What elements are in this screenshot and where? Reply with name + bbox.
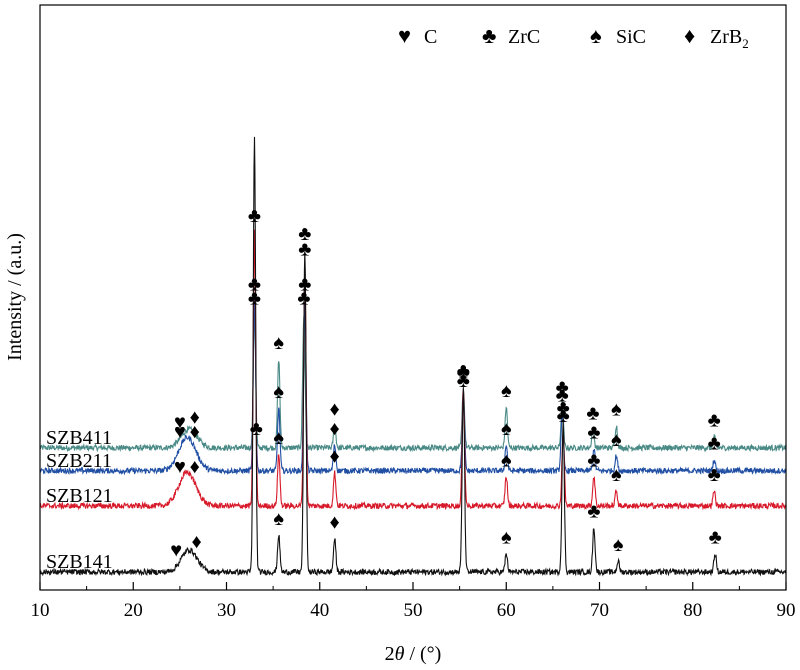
phase-marker-ZrC: ♣ — [298, 274, 311, 296]
phase-marker-ZrC: ♣ — [586, 402, 599, 424]
phase-marker-ZrC: ♣ — [587, 501, 600, 523]
phase-marker-C: ♥ — [174, 421, 186, 443]
x-tick-label: 40 — [310, 600, 329, 621]
legend-item: ♦ ZrB2 — [684, 23, 749, 51]
x-tick-label: 10 — [31, 600, 50, 621]
phase-marker-ZrC: ♣ — [457, 370, 470, 392]
phase-marker-ZrB2: ♦ — [190, 456, 200, 478]
legend-label-text: C — [424, 26, 437, 48]
legend-item: ♣ ZrC — [482, 23, 540, 48]
phase-marker-ZrC: ♣ — [708, 433, 721, 455]
phase-marker-ZrC: ♣ — [708, 464, 721, 486]
phase-marker-ZrC: ♣ — [587, 422, 600, 444]
phase-marker-ZrC: ♣ — [457, 360, 470, 382]
x-tick-label: 30 — [217, 600, 236, 621]
phase-marker-ZrB2: ♦ — [330, 399, 340, 421]
phase-marker-SiC: ♠ — [501, 380, 512, 402]
phase-marker-ZrB2: ♦ — [190, 421, 200, 443]
phase-marker-ZrC: ♣ — [709, 527, 722, 549]
x-tick-label: 20 — [124, 600, 143, 621]
series-line-SZB211 — [39, 299, 787, 476]
phase-marker-ZrB2: ♦ — [330, 418, 340, 440]
phase-marker-ZrC: ♣ — [556, 376, 569, 398]
x-tick-label: 90 — [777, 600, 796, 621]
series-label: SZB141 — [46, 551, 113, 573]
legend-label-text: ZrB — [710, 26, 742, 48]
phase-marker-ZrC: ♣ — [248, 274, 261, 296]
phase-marker-ZrB2: ♦ — [330, 446, 340, 468]
legend-symbol: ♣ — [482, 23, 496, 48]
phase-marker-ZrB2: ♦ — [192, 531, 202, 553]
phase-marker-SiC: ♠ — [273, 508, 284, 530]
legend: ♥ C ♣ ZrC ♠ SiC ♦ ZrB2 — [398, 23, 749, 51]
legend-symbol: ♠ — [590, 23, 602, 48]
x-axis-label-unit: / (°) — [404, 643, 441, 665]
plot-frame — [39, 4, 787, 591]
phase-marker-SiC: ♠ — [273, 381, 284, 403]
phase-marker-SiC: ♠ — [611, 464, 622, 486]
phase-marker-SiC: ♠ — [273, 332, 284, 354]
legend-symbol: ♥ — [398, 23, 411, 48]
x-axis-label: 2θ / (°) — [385, 643, 442, 665]
phase-marker-SiC: ♠ — [611, 399, 622, 421]
phase-marker-C: ♥ — [174, 412, 186, 434]
phase-marker-ZrC: ♣ — [297, 288, 310, 310]
phase-marker-layer: ♥ ♦♣♠♣♦♣♠ ♣♣ ♠♣♥ ♦♣♠♣♦♣♠♣♣ ♠ ♣♥ ♦♣♠♣♦♣♠♣♣♠ ♣♥ ♦♣♠… — [170, 205, 721, 561]
series-label: SZB411 — [46, 427, 112, 449]
phase-marker-ZrC: ♣ — [248, 288, 261, 310]
phase-marker-SiC: ♠ — [613, 534, 624, 556]
legend-label-subscript: 2 — [742, 36, 749, 51]
phase-marker-ZrB2: ♦ — [190, 406, 200, 428]
legend-item: ♥ C — [398, 23, 437, 48]
phase-marker-ZrC: ♣ — [708, 410, 721, 432]
x-axis-ticks: 10 20 30 40 50 60 70 80 90 — [31, 582, 796, 621]
phase-marker-ZrC: ♣ — [457, 362, 470, 384]
series-layer — [39, 136, 787, 577]
phase-marker-C: ♥ — [174, 456, 186, 478]
phase-marker-SiC: ♠ — [611, 429, 622, 451]
phase-marker-ZrC: ♣ — [298, 223, 311, 245]
phase-marker-C: ♥ — [170, 539, 182, 561]
series-line-SZB141 — [39, 136, 787, 577]
legend-label: ZrC — [508, 26, 540, 48]
x-tick-label: 50 — [404, 600, 423, 621]
legend-label: C — [424, 26, 437, 48]
phase-marker-SiC: ♠ — [501, 418, 512, 440]
phase-marker-ZrC: ♣ — [250, 418, 263, 440]
phase-marker-ZrC: ♣ — [556, 385, 569, 407]
series-label: SZB121 — [46, 485, 113, 507]
y-axis-label: Intensity / (a.u.) — [4, 233, 26, 361]
phase-marker-ZrC: ♣ — [248, 205, 261, 227]
phase-marker-ZrC: ♣ — [557, 397, 570, 419]
legend-item: ♠ SiC — [590, 23, 646, 48]
legend-label: ZrB2 — [710, 26, 749, 51]
phase-marker-SiC: ♠ — [501, 527, 512, 549]
phase-marker-ZrC: ♣ — [587, 449, 600, 471]
series-line-SZB411 — [39, 315, 787, 453]
phase-marker-ZrB2: ♦ — [330, 512, 340, 534]
x-tick-label: 70 — [590, 600, 609, 621]
series-line-SZB121 — [39, 229, 787, 511]
phase-marker-SiC: ♠ — [273, 427, 284, 449]
x-axis-label-symbol: θ — [395, 643, 405, 665]
series-label: SZB211 — [46, 450, 112, 472]
legend-label-text: ZrC — [508, 26, 540, 48]
x-tick-label: 80 — [683, 600, 702, 621]
phase-marker-ZrC: ♣ — [298, 238, 311, 260]
legend-label-text: SiC — [616, 26, 646, 48]
x-tick-label: 60 — [497, 600, 516, 621]
phase-marker-ZrC: ♣ — [557, 405, 570, 427]
legend-symbol: ♦ — [684, 23, 695, 48]
phase-marker-ZrC: ♣ — [457, 360, 470, 382]
x-axis-label-prefix: 2 — [385, 643, 395, 665]
legend-label: SiC — [616, 26, 646, 48]
phase-marker-SiC: ♠ — [501, 449, 512, 471]
